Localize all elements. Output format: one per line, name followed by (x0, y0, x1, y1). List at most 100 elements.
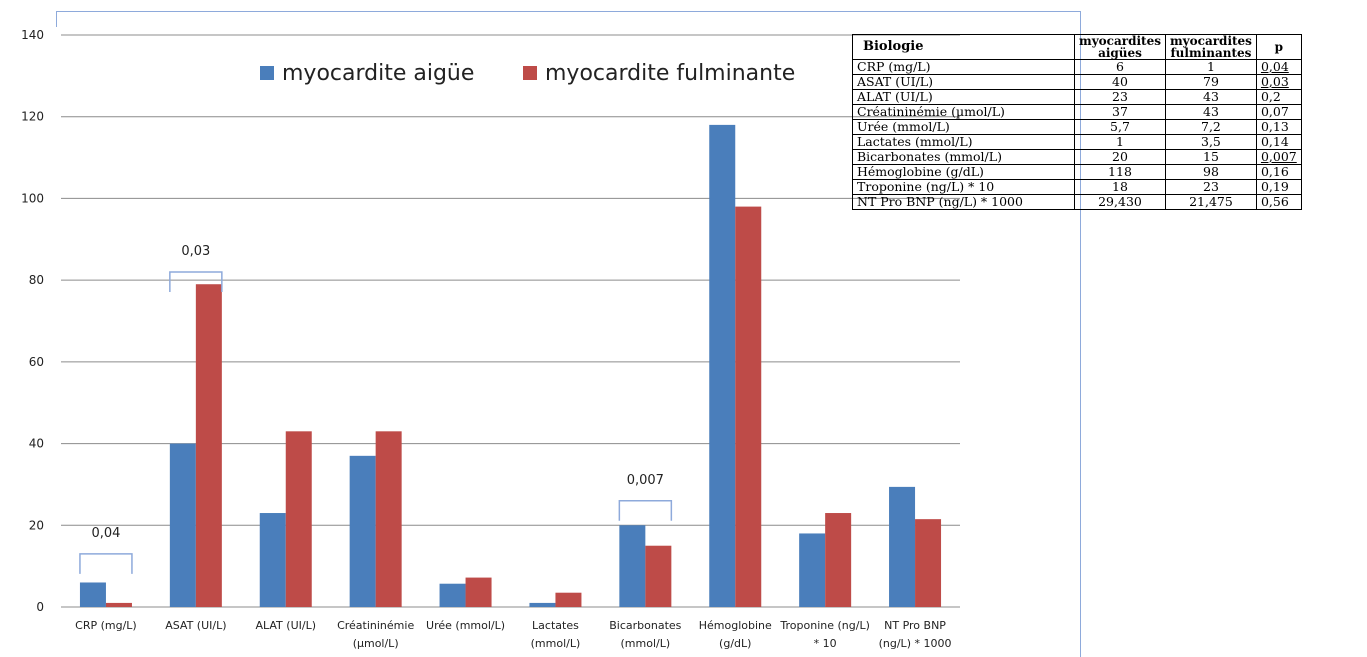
table-row: ASAT (UI/L) 40 79 0,03 (852, 74, 1302, 90)
header-aigues: myocardites aigües (1074, 34, 1166, 60)
bar-aigue (169, 443, 196, 607)
row-value-aigue: 37 (1074, 104, 1166, 120)
row-label: Bicarbonates (mmol/L) (852, 149, 1075, 165)
x-tick-label: ASAT (UI/L) (165, 619, 226, 632)
table-row: Créatininémie (µmol/L) 37 43 0,07 (852, 104, 1302, 120)
bar-aigue (79, 582, 106, 607)
bar-fulminante (915, 519, 942, 607)
chart-frame-corner (56, 11, 57, 27)
bar-aigue (619, 525, 646, 607)
row-label: Créatininémie (µmol/L) (852, 104, 1075, 120)
bar-aigue (259, 513, 286, 607)
y-tick-label: 40 (29, 437, 44, 451)
row-p-value: 0,04 (1255, 59, 1302, 75)
bar-fulminante (735, 206, 762, 607)
row-p-value: 0,007 (1255, 149, 1302, 165)
bar-fulminante (555, 592, 582, 607)
row-label: Hémoglobine (g/dL) (852, 164, 1075, 180)
table-row: Urée (mmol/L) 5,7 7,2 0,13 (852, 119, 1302, 135)
y-tick-label: 100 (21, 191, 44, 205)
bar-aigue (529, 602, 556, 607)
header-biologie: Biologie (852, 34, 1075, 60)
bar-aigue (799, 533, 826, 607)
row-p-value: 0,2 (1255, 89, 1302, 105)
row-value-fulminante: 98 (1164, 164, 1257, 180)
p-value-annotation: 0,03 (181, 244, 210, 259)
y-tick-label: 120 (21, 110, 44, 124)
x-tick-label: CRP (mg/L) (75, 619, 137, 632)
row-value-fulminante: 23 (1164, 179, 1257, 195)
row-value-aigue: 6 (1074, 59, 1166, 75)
legend-swatch (260, 66, 274, 80)
x-tick-label: Troponine (ng/L) * 10 (779, 619, 869, 650)
p-value-annotation: 0,04 (91, 526, 120, 541)
row-value-aigue: 29,430 (1074, 194, 1166, 210)
significance-bracket (79, 553, 133, 574)
bar-fulminante (645, 545, 672, 607)
significance-bracket (618, 500, 673, 521)
table-row: ALAT (UI/L) 23 43 0,2 (852, 89, 1302, 105)
row-p-value: 0,14 (1255, 134, 1302, 150)
row-p-value: 0,03 (1255, 74, 1302, 90)
row-label: Lactates (mmol/L) (852, 134, 1075, 150)
row-label: Urée (mmol/L) (852, 119, 1075, 135)
header-fulminantes: myocardites fulminantes (1164, 34, 1257, 60)
header-p: p (1255, 34, 1302, 60)
bar-fulminante (285, 431, 312, 607)
y-tick-label: 140 (21, 28, 44, 42)
row-label: ALAT (UI/L) (852, 89, 1075, 105)
bar-fulminante (825, 513, 852, 607)
bar-aigue (889, 486, 916, 607)
row-value-fulminante: 1 (1164, 59, 1257, 75)
row-value-aigue: 1 (1074, 134, 1166, 150)
x-tick-label: Lactates (mmol/L) (531, 619, 581, 650)
x-tick-label: ALAT (UI/L) (255, 619, 316, 632)
table-row: Lactates (mmol/L) 1 3,5 0,14 (852, 134, 1302, 150)
x-tick-label: Hémoglobine (g/dL) (699, 619, 772, 650)
bar-fulminante (195, 284, 222, 607)
row-label: Troponine (ng/L) * 10 (852, 179, 1075, 195)
y-tick-label: 80 (29, 273, 44, 287)
table-row: Troponine (ng/L) * 10 18 23 0,19 (852, 179, 1302, 195)
row-value-fulminante: 15 (1164, 149, 1257, 165)
y-tick-label: 0 (36, 600, 44, 614)
row-value-fulminante: 7,2 (1164, 119, 1257, 135)
row-label: NT Pro BNP (ng/L) * 1000 (852, 194, 1075, 210)
bar-aigue (709, 124, 736, 607)
row-label: ASAT (UI/L) (852, 74, 1075, 90)
header-fulminantes-text: myocardites fulminantes (1169, 34, 1252, 60)
row-p-value: 0,16 (1255, 164, 1302, 180)
table-row: NT Pro BNP (ng/L) * 1000 29,430 21,475 0,56 (852, 194, 1302, 210)
legend-swatch (523, 66, 537, 80)
bar-fulminante (375, 431, 402, 607)
table-header-row: Biologie myocardites aigües myocardites fu… (852, 34, 1302, 60)
row-value-fulminante: 3,5 (1164, 134, 1257, 150)
row-value-aigue: 5,7 (1074, 119, 1166, 135)
biology-table: Biologie myocardites aigües myocardites fu… (852, 34, 1302, 210)
legend-label: myocardite aigüe (282, 61, 474, 86)
x-tick-label: Bicarbonates (mmol/L) (609, 619, 681, 650)
x-tick-label: Urée (mmol/L) (426, 619, 505, 632)
row-value-fulminante: 43 (1164, 89, 1257, 105)
bar-fulminante (465, 577, 492, 607)
row-value-aigue: 18 (1074, 179, 1166, 195)
row-value-fulminante: 21,475 (1164, 194, 1257, 210)
table-row: Bicarbonates (mmol/L) 20 15 0,007 (852, 149, 1302, 165)
row-value-fulminante: 43 (1164, 104, 1257, 120)
row-value-fulminante: 79 (1164, 74, 1257, 90)
row-p-value: 0,07 (1255, 104, 1302, 120)
bar-aigue (349, 455, 376, 607)
row-p-value: 0,56 (1255, 194, 1302, 210)
table-row: Hémoglobine (g/dL) 118 98 0,16 (852, 164, 1302, 180)
row-value-aigue: 40 (1074, 74, 1166, 90)
bar-aigue (439, 583, 466, 607)
row-p-value: 0,13 (1255, 119, 1302, 135)
x-tick-label: Créatininémie (µmol/L) (337, 619, 414, 650)
table-row: CRP (mg/L) 6 1 0,04 (852, 59, 1302, 75)
chart-frame (56, 11, 1081, 657)
bar-fulminante (105, 602, 132, 607)
row-value-aigue: 23 (1074, 89, 1166, 105)
y-tick-label: 20 (29, 518, 44, 532)
p-value-annotation: 0,007 (627, 473, 664, 488)
